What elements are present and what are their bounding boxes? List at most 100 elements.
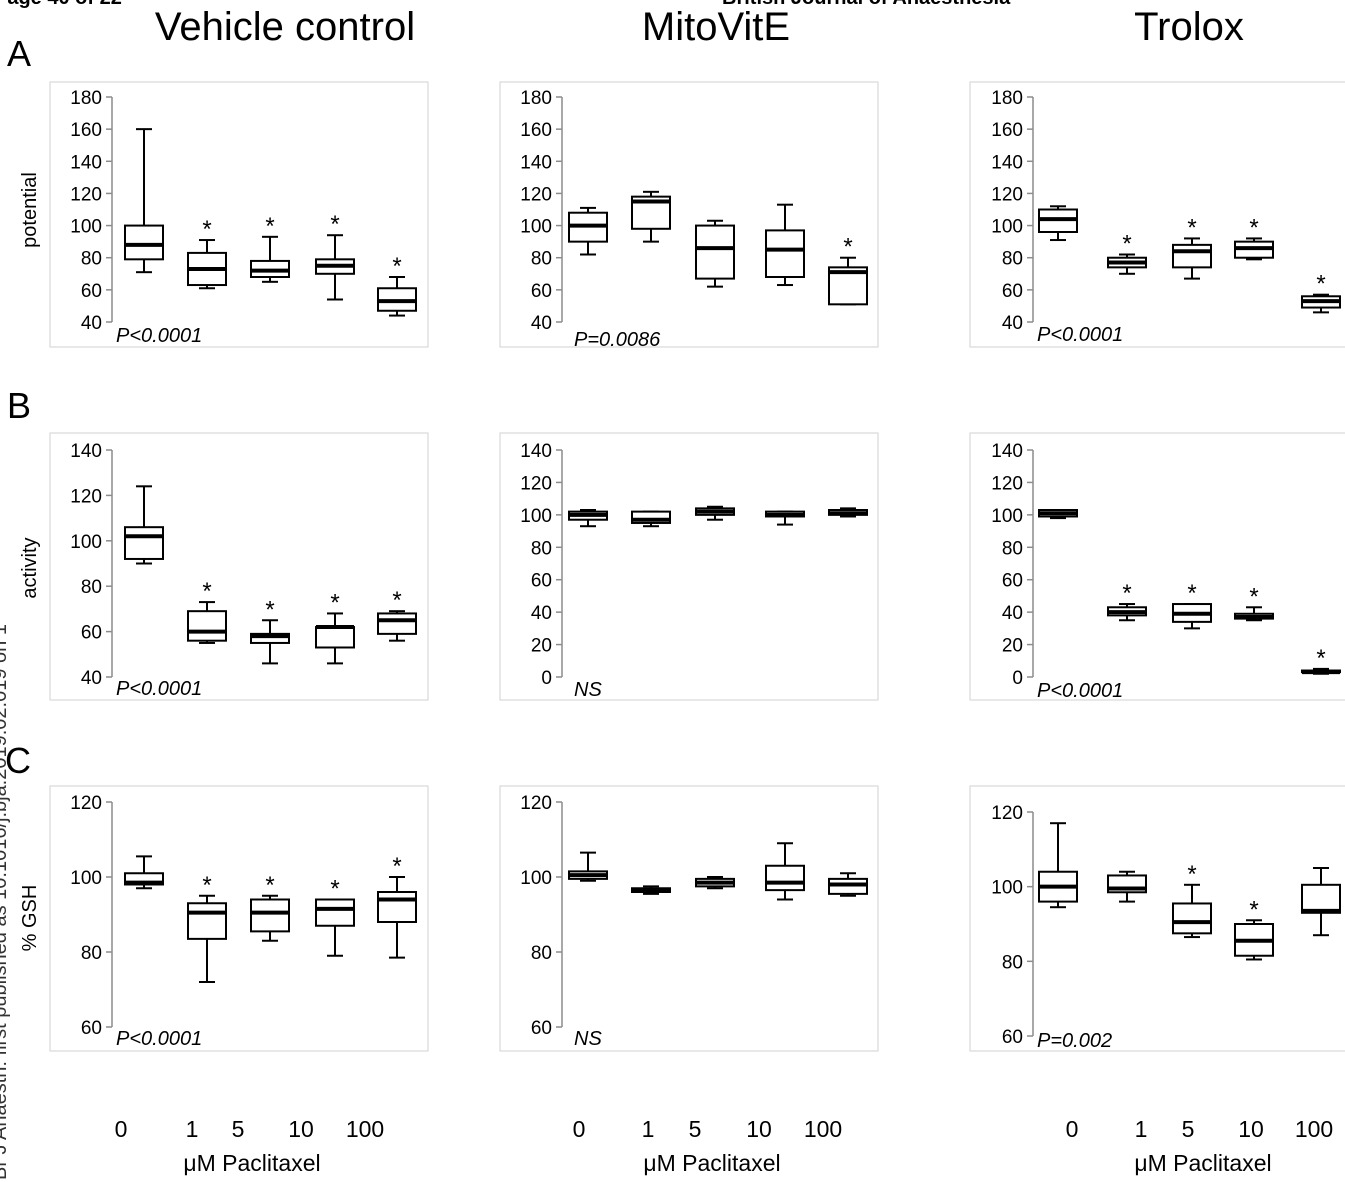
panel-b-trolox: 0 20 40 60 80 100 120 140 * * * * P<0.0001 <box>969 432 1345 702</box>
x-cat-1: 1 <box>1135 1116 1148 1142</box>
x-cat-0: 0 <box>573 1116 586 1142</box>
row-letter-a: A <box>7 33 31 74</box>
y-tick-label: 40 <box>531 603 552 624</box>
iqr-box <box>124 526 164 560</box>
x-cat-10: 10 <box>746 1116 772 1142</box>
y-tick-label: 100 <box>520 217 552 238</box>
panel-c-trolox: 60 80 100 120 * * P=0.002 <box>969 785 1345 1052</box>
column-title-trolox: Trolox <box>1134 5 1244 49</box>
iqr-box <box>187 902 227 940</box>
p-value-text: P=0.0086 <box>574 329 661 351</box>
panel-a-mitovite: 40 60 80 100 120 140 160 180 * P=0.0086 <box>499 81 879 351</box>
box-10 <box>765 510 805 526</box>
significance-star: * <box>265 213 274 240</box>
y-tick-label: 80 <box>1002 249 1023 270</box>
p-value-text: P<0.0001 <box>116 678 202 700</box>
significance-star: * <box>1316 271 1325 298</box>
iqr-box <box>377 891 417 923</box>
y-tick-label: 80 <box>1002 952 1023 973</box>
box-0 <box>124 485 164 565</box>
header-left: Page 40 of 22 <box>0 0 122 9</box>
y-tick-label: 100 <box>70 868 102 889</box>
box-0 <box>568 508 608 528</box>
row-letter-c: C <box>5 740 31 781</box>
x-cat-100: 100 <box>346 1116 384 1142</box>
y-tick-label: 80 <box>531 249 552 270</box>
y-tick-label: 140 <box>991 441 1023 462</box>
xlabel-mitovite: μM Paclitaxel <box>643 1150 780 1176</box>
y-tick-label: 20 <box>531 636 552 657</box>
significance-star: * <box>1249 896 1258 923</box>
panel-a-vehicle-control: 40 60 80 100 120 140 160 180 * * * * P<0.0001 <box>49 81 429 348</box>
ylabel-row-a: potential <box>19 172 41 248</box>
x-cat-5: 5 <box>232 1116 245 1142</box>
x-cat-1: 1 <box>186 1116 199 1142</box>
box-0 <box>1038 205 1078 242</box>
y-tick-label: 40 <box>1002 313 1023 334</box>
p-value-text: P<0.0001 <box>1037 680 1123 702</box>
box-0 <box>124 855 164 890</box>
box-1: * <box>1107 231 1147 275</box>
significance-star: * <box>1187 861 1196 888</box>
box-10: * <box>1234 214 1274 261</box>
y-tick-label: 80 <box>531 538 552 559</box>
x-cat-5: 5 <box>1182 1116 1195 1142</box>
y-tick-label: 180 <box>70 88 102 109</box>
x-cat-100: 100 <box>1295 1116 1333 1142</box>
column-title-mitovite: MitoVitE <box>642 5 790 49</box>
box-100: * <box>377 253 417 317</box>
iqr-box <box>695 224 735 280</box>
x-categories-trolox: 0 1 5 10 100 <box>1066 1116 1334 1142</box>
panel-frame <box>499 81 879 348</box>
significance-star: * <box>330 211 339 238</box>
x-cat-10: 10 <box>1238 1116 1264 1142</box>
y-tick-label: 160 <box>70 120 102 141</box>
y-tick-label: 100 <box>991 878 1023 899</box>
significance-star: * <box>1122 580 1131 607</box>
box-1 <box>1107 870 1147 903</box>
header-center: British Journal of Anaesthesia <box>722 0 1011 9</box>
column-title-vehicle: Vehicle control <box>155 5 415 49</box>
box-1: * <box>187 578 227 644</box>
panel-frame <box>969 81 1345 348</box>
iqr-box <box>765 229 805 278</box>
y-tick-label: 180 <box>991 88 1023 109</box>
iqr-box <box>1172 902 1212 935</box>
y-tick-label: 120 <box>520 793 552 814</box>
y-tick-label: 140 <box>520 152 552 173</box>
y-tick-label: 80 <box>81 249 102 270</box>
significance-star: * <box>330 876 339 903</box>
x-cat-10: 10 <box>288 1116 314 1142</box>
box-1 <box>631 190 671 243</box>
p-value-text: P=0.002 <box>1037 1030 1112 1052</box>
significance-star: * <box>202 578 211 605</box>
y-tick-label: 120 <box>991 803 1023 824</box>
box-5 <box>695 219 735 288</box>
y-tick-label: 40 <box>531 313 552 334</box>
y-tick-label: 140 <box>70 441 102 462</box>
ylabel-row-b: activity <box>19 537 41 598</box>
panel-frame <box>49 785 429 1052</box>
box-100 <box>1301 867 1341 937</box>
ylabel-row-c: % GSH <box>19 885 41 952</box>
x-cat-1: 1 <box>642 1116 655 1142</box>
box-5: * <box>1172 580 1212 630</box>
significance-star: * <box>1122 231 1131 258</box>
y-tick-label: 60 <box>81 1018 102 1039</box>
y-tick-label: 80 <box>81 577 102 598</box>
box-5: * <box>250 872 290 942</box>
y-tick-label: 40 <box>1002 603 1023 624</box>
y-tick-label: 60 <box>531 571 552 592</box>
p-value-text: P<0.0001 <box>116 325 202 347</box>
iqr-box <box>765 864 805 892</box>
p-value-text: NS <box>574 1028 602 1050</box>
y-tick-label: 120 <box>70 184 102 205</box>
y-tick-label: 80 <box>1002 538 1023 559</box>
box-10: * <box>315 589 355 665</box>
panel-b-vehicle-control: 40 60 80 100 120 140 * * * * P<0.0001 <box>49 432 429 701</box>
panel-c-vehicle-control: 60 80 100 120 * * * * P<0.0001 <box>49 785 429 1052</box>
y-tick-label: 120 <box>70 793 102 814</box>
y-tick-label: 160 <box>520 120 552 141</box>
significance-star: * <box>1249 214 1258 241</box>
box-5: * <box>1172 861 1212 939</box>
